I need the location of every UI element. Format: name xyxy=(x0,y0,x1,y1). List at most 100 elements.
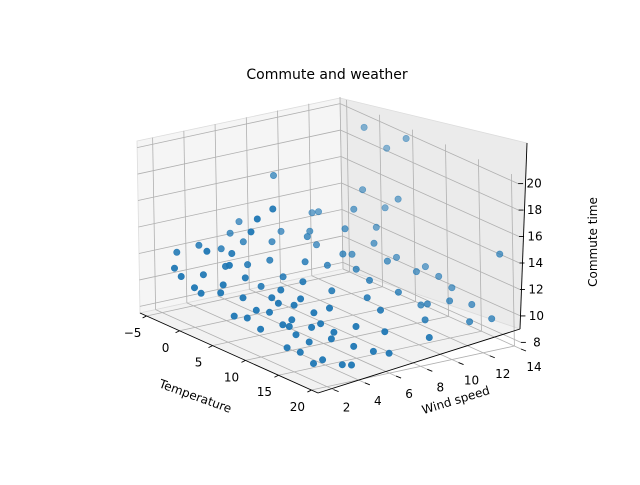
data-point xyxy=(191,284,199,292)
data-point xyxy=(325,304,333,312)
data-point xyxy=(339,250,347,258)
data-point xyxy=(314,208,322,216)
x-tick xyxy=(274,374,279,378)
data-point xyxy=(195,241,203,249)
y-axis-line xyxy=(317,328,521,394)
data-point xyxy=(239,238,247,246)
data-point xyxy=(257,325,265,333)
z-grid-line xyxy=(340,129,519,211)
x-tick xyxy=(208,345,213,348)
data-point xyxy=(241,274,249,282)
z-tick-label: 20 xyxy=(526,177,541,191)
data-point xyxy=(277,286,285,294)
data-point xyxy=(296,348,304,356)
data-point xyxy=(392,253,400,261)
data-point xyxy=(381,328,389,336)
data-point xyxy=(348,250,356,258)
data-point xyxy=(217,245,225,253)
data-point xyxy=(327,335,335,343)
data-point xyxy=(383,144,391,152)
y-tick xyxy=(520,348,527,352)
data-point xyxy=(279,273,287,281)
y-tick-label: 8 xyxy=(436,380,444,394)
data-point xyxy=(319,356,327,364)
data-point xyxy=(285,322,293,330)
data-point xyxy=(488,315,496,323)
data-point xyxy=(317,320,325,328)
z-grid-line xyxy=(342,262,522,343)
data-point xyxy=(171,264,179,272)
x-grid-line xyxy=(179,286,383,332)
y-tick-label: 10 xyxy=(464,374,479,388)
data-point xyxy=(225,261,233,269)
data-point xyxy=(376,306,384,314)
data-point xyxy=(305,338,313,346)
data-point xyxy=(381,204,389,212)
data-point xyxy=(468,300,476,308)
data-point xyxy=(252,306,260,314)
data-point xyxy=(253,215,261,223)
data-point xyxy=(244,261,252,269)
data-point xyxy=(310,309,318,317)
x-tick-label: −5 xyxy=(124,326,142,340)
x-tick xyxy=(307,389,312,393)
data-point xyxy=(199,271,207,279)
x-axis-line xyxy=(139,312,319,394)
data-point xyxy=(301,258,309,266)
data-point xyxy=(359,186,367,194)
data-point xyxy=(243,314,251,322)
x-tick-label: 15 xyxy=(257,385,272,399)
data-point xyxy=(350,205,358,213)
data-point xyxy=(421,316,429,324)
data-point xyxy=(265,308,273,316)
data-point xyxy=(257,282,265,290)
z-grid-line xyxy=(341,209,521,290)
y-tick xyxy=(489,355,495,359)
x-tick-label: 20 xyxy=(290,400,305,414)
z-axis-line xyxy=(519,142,528,330)
data-point xyxy=(308,323,316,331)
y-tick-label: 2 xyxy=(343,401,351,415)
data-point xyxy=(288,316,296,324)
data-point xyxy=(173,248,181,256)
data-point xyxy=(328,287,336,295)
axes xyxy=(139,142,528,394)
z-tick-label: 18 xyxy=(527,203,542,217)
z-grid-line xyxy=(137,156,342,201)
z-grid-line xyxy=(137,129,341,175)
data-point xyxy=(448,284,456,292)
data-point xyxy=(268,294,276,302)
data-point xyxy=(247,228,255,236)
data-point xyxy=(277,227,285,235)
data-point xyxy=(363,294,371,302)
z-tick-label: 8 xyxy=(533,335,541,349)
data-point xyxy=(308,209,316,217)
y-grid-line xyxy=(280,282,459,363)
data-point xyxy=(423,300,431,308)
z-axis-label: Commute time xyxy=(586,197,600,287)
data-point xyxy=(292,331,300,339)
data-points xyxy=(171,123,504,369)
y-tick xyxy=(395,375,402,379)
data-point xyxy=(394,195,402,203)
data-point xyxy=(370,239,378,247)
data-point xyxy=(269,205,277,213)
data-point xyxy=(290,301,298,309)
x-tick-label: 5 xyxy=(195,356,203,370)
data-point xyxy=(197,289,205,297)
data-point xyxy=(446,297,454,305)
data-point xyxy=(269,172,277,180)
z-grid-line xyxy=(138,182,342,228)
data-point xyxy=(203,247,211,255)
data-point xyxy=(496,250,504,258)
z-tick-label: 10 xyxy=(529,309,544,323)
data-point xyxy=(177,272,185,280)
data-point xyxy=(279,321,287,329)
data-point xyxy=(297,295,305,303)
data-point xyxy=(235,218,243,226)
data-point xyxy=(385,349,393,357)
z-grid-line xyxy=(340,156,520,237)
z-tick-label: 14 xyxy=(528,256,543,270)
data-point xyxy=(312,241,320,249)
